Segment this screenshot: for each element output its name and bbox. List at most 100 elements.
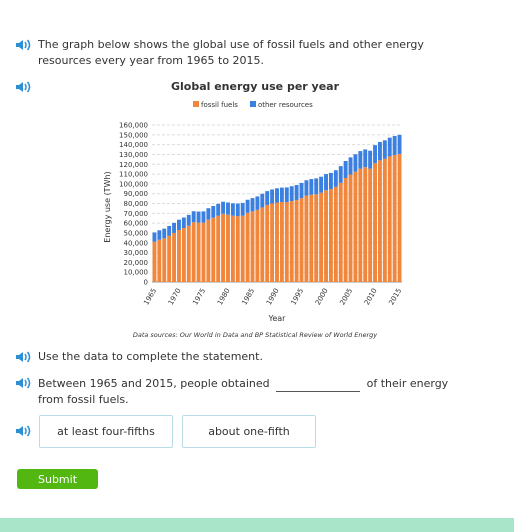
bar-segment: [216, 203, 221, 216]
y-tick-label: 30,000: [124, 249, 149, 257]
bar-segment: [319, 176, 324, 193]
bar-segment: [201, 222, 206, 282]
bar-segment: [382, 158, 387, 282]
bar-segment: [373, 145, 377, 164]
legend-swatch: [249, 101, 256, 107]
bar-segment: [289, 186, 294, 202]
bar-segment: [392, 154, 397, 282]
bar-segment: [338, 182, 343, 282]
x-axis-label: Year: [268, 314, 287, 323]
y-tick-label: 120,000: [119, 161, 148, 169]
y-tick-label: 80,000: [124, 200, 149, 208]
bar-segment: [255, 209, 260, 282]
bar-segment: [206, 219, 211, 282]
bar-segment: [181, 217, 186, 229]
bar-segment: [196, 211, 201, 223]
bar-segment: [368, 168, 373, 282]
audio-button[interactable]: [15, 424, 33, 438]
bar-segment: [230, 215, 235, 282]
bar-segment: [328, 189, 333, 282]
y-tick-label: 70,000: [124, 210, 149, 218]
bar-segment: [333, 170, 338, 187]
bar-segment: [167, 225, 172, 236]
bar-segment: [368, 150, 373, 169]
bar-segment: [191, 222, 196, 282]
bar-segment: [343, 161, 348, 178]
bar-segment: [377, 160, 382, 282]
x-tick-label: 1970: [167, 287, 183, 306]
x-tick-label: 1980: [216, 287, 232, 306]
answer-choice[interactable]: about one-fifth: [182, 415, 316, 448]
source-note: Data sources: Our World in Data and BP S…: [133, 331, 377, 339]
bar-segment: [245, 212, 250, 282]
bar-segment: [265, 204, 270, 282]
audio-button[interactable]: [15, 376, 33, 390]
bar-segment: [358, 151, 363, 169]
chart-title: Global energy use per year: [171, 80, 340, 93]
statement: Between 1965 and 2015, people obtained o…: [38, 376, 468, 408]
bar-segment: [181, 228, 186, 282]
bar-segment: [216, 215, 221, 282]
bar-segment: [221, 201, 226, 214]
bar-segment: [235, 216, 240, 282]
audio-button[interactable]: [15, 350, 33, 364]
x-tick-label: 2015: [387, 287, 403, 306]
bar-segment: [206, 208, 211, 220]
y-tick-label: 40,000: [124, 239, 149, 247]
audio-button[interactable]: [15, 80, 33, 94]
bar-segment: [186, 214, 191, 226]
bar-segment: [240, 215, 245, 282]
bar-segment: [294, 200, 299, 282]
bar-segment: [309, 179, 314, 195]
bar-segment: [235, 203, 240, 217]
submit-button[interactable]: Submit: [17, 469, 98, 489]
bar-segment: [348, 157, 353, 175]
bar-segment: [275, 188, 279, 203]
bar-segment: [363, 149, 368, 168]
y-axis-label: Energy use (TWh): [103, 171, 112, 242]
bar-segment: [319, 192, 324, 282]
bar-segment: [279, 202, 284, 282]
bar-segment: [387, 137, 392, 157]
bar-segment: [270, 203, 275, 282]
x-tick-label: 2010: [363, 287, 379, 306]
audio-button[interactable]: [15, 38, 33, 52]
bar-segment: [324, 174, 328, 191]
bar-segment: [152, 241, 157, 282]
bar-segment: [304, 195, 309, 282]
y-tick-label: 60,000: [124, 220, 149, 228]
bar-segment: [294, 185, 299, 201]
bar-segment: [343, 177, 348, 282]
bar-segment: [226, 214, 230, 282]
bar-segment: [314, 178, 319, 195]
statement-text: Between 1965 and 2015, people obtained: [38, 377, 270, 390]
bar-segment: [275, 202, 279, 282]
x-tick-label: 1995: [289, 287, 305, 306]
bar-segment: [172, 222, 177, 233]
y-tick-label: 20,000: [124, 259, 149, 267]
x-tick-label: 1985: [240, 287, 256, 306]
bar-segment: [177, 229, 181, 282]
bar-segment: [328, 172, 333, 190]
y-tick-label: 150,000: [119, 131, 148, 139]
bar-segment: [226, 202, 230, 215]
bar-segment: [157, 230, 162, 240]
bar-segment: [353, 171, 358, 282]
bar-segment: [397, 153, 402, 282]
bar-segment: [245, 199, 250, 213]
bar-segment: [353, 154, 358, 172]
y-tick-label: 50,000: [124, 229, 149, 237]
bar-segment: [172, 232, 177, 282]
bar-segment: [186, 225, 191, 282]
legend-label: other resources: [258, 101, 313, 109]
y-tick-label: 140,000: [119, 141, 148, 149]
y-tick-label: 90,000: [124, 190, 149, 198]
bar-segment: [177, 219, 181, 230]
bar-segment: [191, 211, 196, 223]
bar-segment: [373, 163, 377, 282]
y-tick-label: 130,000: [119, 151, 148, 159]
answer-choice[interactable]: at least four-fifths: [39, 415, 173, 448]
x-tick-label: 1975: [191, 287, 207, 306]
x-tick-label: 1990: [265, 287, 281, 306]
